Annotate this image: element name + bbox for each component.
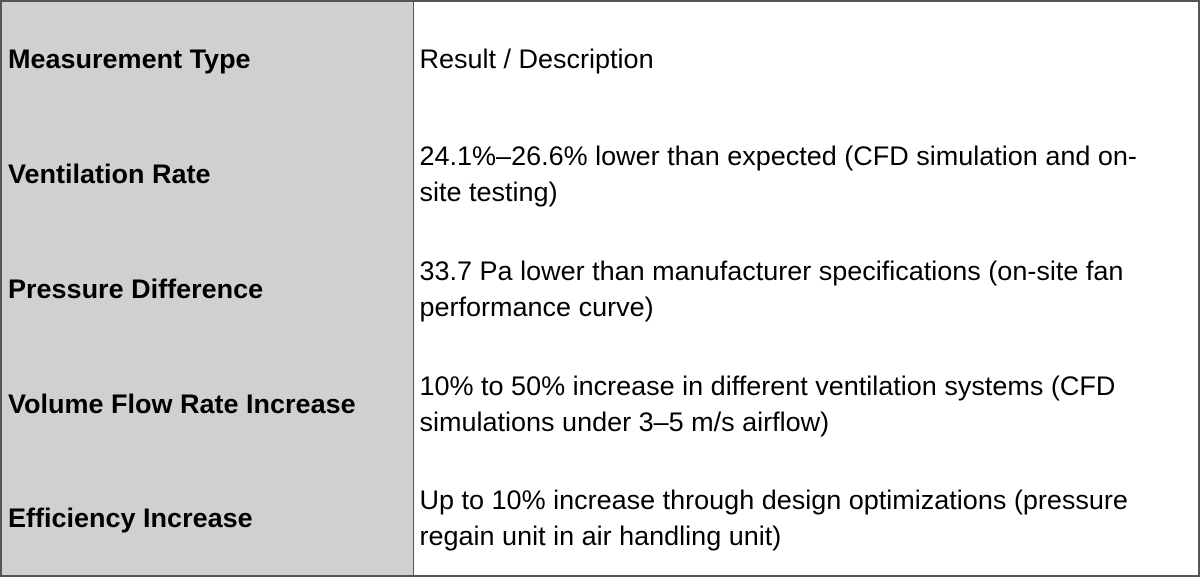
header-row: Measurement Type Result / Description [1,1,1199,116]
row-label: Ventilation Rate [1,116,414,231]
row-label: Volume Flow Rate Increase [1,346,414,461]
table-row: Efficiency Increase Up to 10% increase th… [1,461,1199,576]
row-value: 24.1%–26.6% lower than expected (CFD sim… [413,116,1199,231]
row-value: Up to 10% increase through design optimi… [413,461,1199,576]
row-label: Efficiency Increase [1,461,414,576]
row-label: Measurement Type [1,1,414,116]
table-row: Ventilation Rate 24.1%–26.6% lower than e… [1,116,1199,231]
row-label: Pressure Difference [1,231,414,346]
table-row: Pressure Difference 33.7 Pa lower than ma… [1,231,1199,346]
row-value: Result / Description [413,1,1199,116]
table-row: Volume Flow Rate Increase 10% to 50% incr… [1,346,1199,461]
row-value: 10% to 50% increase in different ventila… [413,346,1199,461]
row-value: 33.7 Pa lower than manufacturer specific… [413,231,1199,346]
